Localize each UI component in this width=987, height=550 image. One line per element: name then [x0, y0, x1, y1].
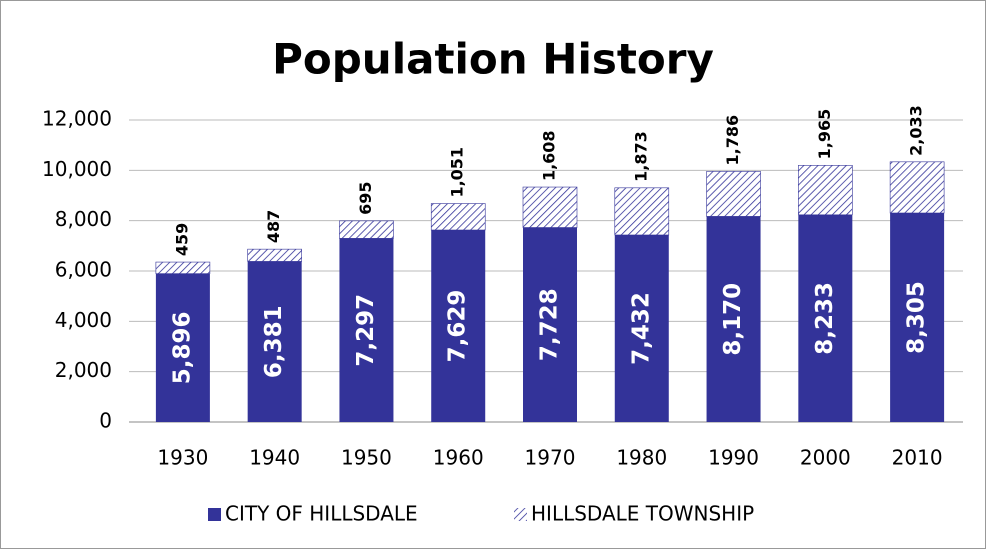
value-label: 1,051: [448, 147, 467, 198]
y-tick-label: 10,000: [42, 157, 112, 181]
bar-segment: [339, 220, 394, 239]
bar-segment: [614, 234, 669, 422]
bar-segment: [155, 261, 211, 274]
bar-segment: [431, 230, 486, 422]
y-tick-label: 0: [99, 409, 112, 433]
bar-segment: [706, 216, 761, 422]
bar-segment: [339, 238, 394, 422]
x-tick-label: 1960: [433, 446, 484, 470]
bar-segment: [798, 165, 853, 216]
value-label: 5,896: [169, 311, 195, 384]
value-label: 6,381: [261, 305, 287, 378]
value-label: 487: [264, 210, 283, 243]
bar-segment: [614, 187, 670, 236]
value-label: 7,432: [628, 292, 654, 365]
value-label: 7,629: [445, 290, 471, 363]
value-label: 459: [172, 223, 191, 256]
y-tick-label: 6,000: [55, 258, 112, 282]
bar-segment: [889, 161, 945, 214]
x-tick-label: 1930: [157, 446, 208, 470]
value-label: 7,728: [537, 288, 563, 361]
value-label: 1,608: [540, 130, 559, 181]
y-tick-label: 2,000: [55, 358, 112, 382]
value-label: 1,786: [723, 115, 742, 166]
legend-label: CITY OF HILLSDALE: [225, 502, 418, 526]
value-label: 8,170: [720, 283, 746, 356]
bar-segment: [706, 171, 761, 217]
value-label: 8,233: [812, 282, 838, 355]
legend-swatch: [514, 508, 527, 521]
value-label: 7,297: [353, 294, 379, 367]
bar-segment: [890, 212, 945, 422]
value-label: 8,305: [904, 281, 930, 354]
x-tick-label: 1990: [708, 446, 759, 470]
x-tick-label: 1950: [341, 446, 392, 470]
chart-title: Population History: [272, 35, 714, 84]
x-tick-label: 1940: [249, 446, 300, 470]
bar-segment: [522, 186, 578, 228]
bar-segment: [155, 273, 210, 422]
bar-segment: [430, 203, 486, 231]
value-label: 2,033: [907, 105, 926, 156]
value-label: 1,965: [815, 109, 834, 160]
x-tick-label: 2010: [892, 446, 943, 470]
y-tick-label: 4,000: [55, 308, 112, 332]
y-tick-label: 8,000: [55, 207, 112, 231]
bar-segment: [247, 248, 302, 262]
bar-segment: [798, 214, 853, 422]
bar-segment: [247, 261, 302, 422]
x-tick-label: 1970: [525, 446, 576, 470]
bar-segment: [523, 227, 577, 422]
value-label: 1,873: [631, 131, 650, 182]
legend-label: HILLSDALE TOWNSHIP: [531, 502, 754, 526]
x-tick-label: 2000: [800, 446, 851, 470]
x-tick-label: 1980: [616, 446, 667, 470]
value-label: 695: [356, 181, 375, 214]
legend-swatch: [208, 508, 221, 521]
y-tick-label: 12,000: [42, 107, 112, 131]
